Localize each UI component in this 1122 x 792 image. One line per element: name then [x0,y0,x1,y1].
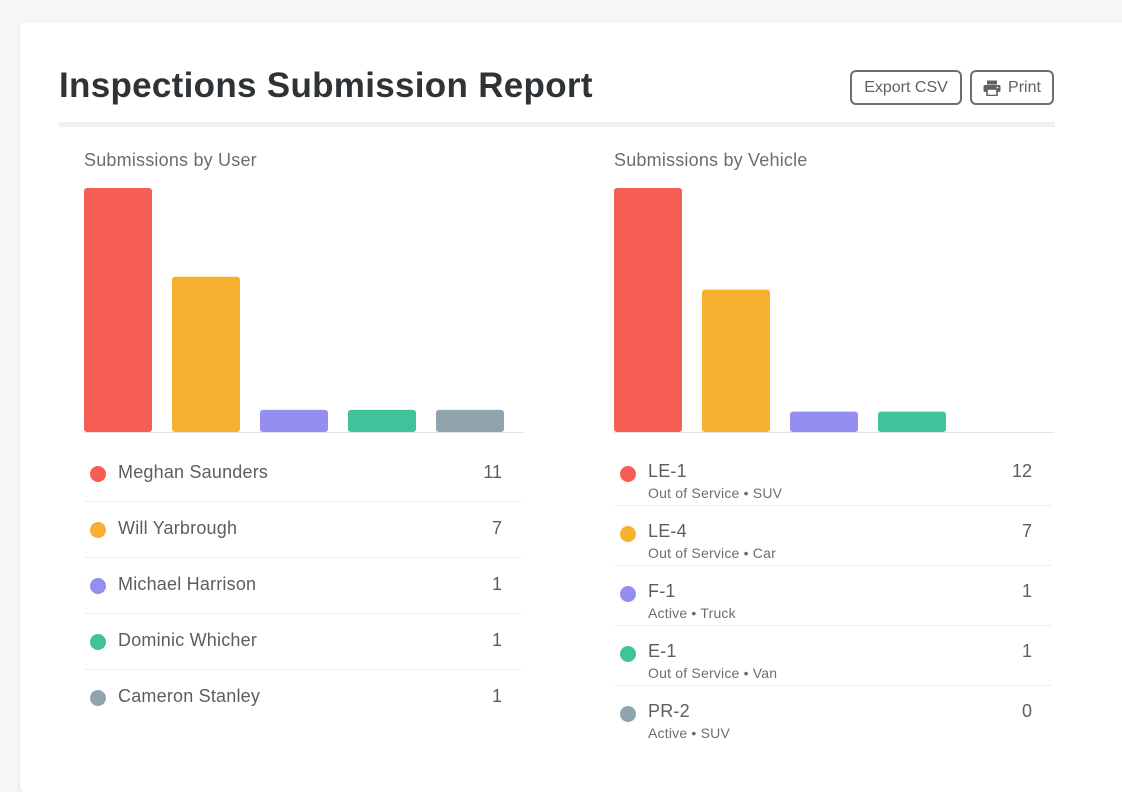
vehicle-status: Active • Truck [648,605,736,621]
user-list-item: Dominic Whicher 1 [84,614,522,670]
vehicle-name: E-1 [648,641,677,661]
user-name: Michael Harrison [118,574,257,594]
vehicle-list: LE-1 Out of Service • SUV 12 LE-4 Out of Ser… [614,446,1052,746]
user-bar-chart-svg [84,188,524,433]
vehicle-bar-chart [614,182,1054,434]
user-list: Meghan Saunders 11 Will Yarbrough 7 Michael … [84,446,522,726]
submission-count: 0 [1021,701,1032,721]
vehicle-status: Out of Service • Van [648,665,778,681]
legend-dot [620,466,636,482]
vehicle-name: PR-2 [648,701,690,721]
user-list-item: Meghan Saunders 11 [84,446,522,502]
submission-count: 12 [1011,461,1032,481]
vehicle-status: Out of Service • SUV [648,485,783,501]
bar-le-4 [702,289,770,432]
user-bar-chart [84,182,524,434]
submission-count: 7 [1021,521,1032,541]
vehicle-name: LE-1 [648,461,687,481]
legend-dot [90,634,106,650]
submission-count: 11 [483,462,502,482]
legend-dot [90,690,106,706]
submission-count: 1 [491,686,502,706]
page-title: Inspections Submission Report [59,66,593,105]
print-button[interactable]: Print [970,70,1054,105]
bar-will-yarbrough [172,276,240,432]
user-name: Meghan Saunders [118,462,269,482]
submission-count: 1 [1021,581,1032,601]
bar-meghan-saunders [84,188,152,432]
vehicle-list-item: F-1 Active • Truck 1 [614,566,1052,626]
submission-count: 1 [491,630,502,650]
vehicle-status: Active • SUV [648,725,730,741]
vehicle-name: LE-4 [648,521,687,541]
legend-dot [90,466,106,482]
legend-dot [620,526,636,542]
user-name: Dominic Whicher [118,630,258,650]
export-csv-label: Export CSV [864,78,948,96]
report-card: Inspections Submission Report Export CSV… [20,22,1122,792]
vehicle-list-item: PR-2 Active • SUV 0 [614,686,1052,746]
user-name: Will Yarbrough [118,518,238,538]
legend-dot [620,706,636,722]
legend-dot [620,646,636,662]
submission-count: 7 [491,518,502,538]
bar-e-1 [878,411,946,432]
user-name: Cameron Stanley [118,686,261,706]
vehicle-chart-title: Submissions by Vehicle [614,150,808,170]
vehicle-bar-chart-svg [614,188,1054,433]
submission-count: 1 [491,574,502,594]
user-list-item: Cameron Stanley 1 [84,670,522,726]
vehicle-name: F-1 [648,581,676,601]
vehicle-status: Out of Service • Car [648,545,776,561]
bar-michael-harrison [260,409,328,432]
vehicle-list-item: LE-4 Out of Service • Car 7 [614,506,1052,566]
print-label: Print [1008,78,1041,96]
report-header: Inspections Submission Report Export CSV… [59,22,1055,127]
user-chart-title: Submissions by User [84,150,257,170]
export-csv-button[interactable]: Export CSV [850,70,962,105]
user-list-item: Will Yarbrough 7 [84,502,522,558]
bar-le-1 [614,188,682,432]
legend-dot [620,586,636,602]
submission-count: 1 [1021,641,1032,661]
bar-f-1 [790,411,858,432]
bar-dominic-whicher [348,409,416,432]
vehicle-list-item: LE-1 Out of Service • SUV 12 [614,446,1052,506]
legend-dot [90,578,106,594]
printer-icon [983,80,1001,96]
legend-dot [90,522,106,538]
vehicle-list-item: E-1 Out of Service • Van 1 [614,626,1052,686]
bar-cameron-stanley [436,409,504,432]
user-list-item: Michael Harrison 1 [84,558,522,614]
